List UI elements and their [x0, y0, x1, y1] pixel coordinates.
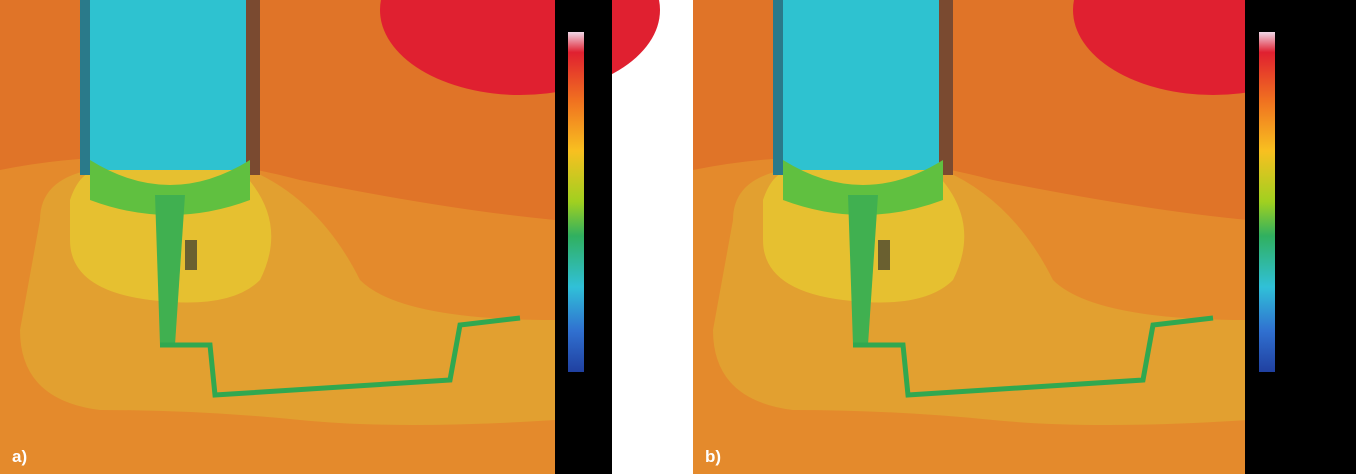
panel-label: a)	[12, 447, 27, 466]
colorbar	[1259, 32, 1275, 372]
panel-label: b)	[705, 447, 721, 466]
panel-a: a)	[0, 0, 660, 474]
colorbar	[568, 32, 584, 372]
panel-b: b)	[693, 0, 1356, 474]
